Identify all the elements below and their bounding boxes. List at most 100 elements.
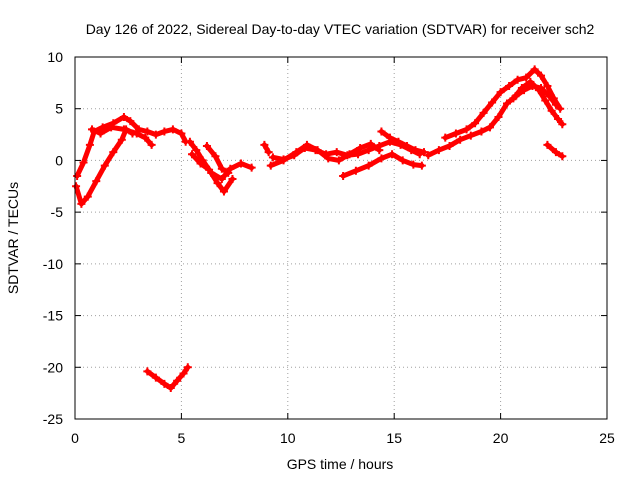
series-trace-segment xyxy=(204,143,231,176)
x-tick-label: 10 xyxy=(280,430,296,446)
data-point xyxy=(377,154,386,163)
x-axis-label: GPS time / hours xyxy=(287,456,394,472)
data-point xyxy=(292,148,301,157)
data-point xyxy=(543,140,552,149)
data-point xyxy=(268,153,277,162)
data-point xyxy=(79,158,88,167)
data-point xyxy=(126,117,135,126)
data-point xyxy=(505,81,514,90)
data-point xyxy=(334,156,343,165)
data-point xyxy=(72,182,81,191)
y-tick-label: -25 xyxy=(43,411,63,427)
data-point xyxy=(345,150,354,159)
data-point xyxy=(324,154,333,163)
data-point xyxy=(179,369,188,378)
data-point xyxy=(192,146,201,155)
data-point xyxy=(132,129,141,138)
data-point xyxy=(205,165,214,174)
data-point xyxy=(168,125,177,134)
data-point xyxy=(526,77,535,86)
data-point xyxy=(160,379,169,388)
data-point xyxy=(485,123,494,132)
data-point xyxy=(554,115,563,124)
data-point xyxy=(494,112,503,121)
data-point xyxy=(313,146,322,155)
data-point xyxy=(549,94,558,103)
data-point xyxy=(73,171,82,180)
data-point xyxy=(151,373,160,382)
data-point xyxy=(419,148,428,157)
data-point xyxy=(211,152,220,161)
data-point xyxy=(445,141,454,150)
data-point xyxy=(558,152,567,161)
y-tick-label: -15 xyxy=(43,308,63,324)
data-point xyxy=(351,166,360,175)
x-tick-label: 5 xyxy=(178,430,186,446)
data-point xyxy=(477,127,486,136)
x-tick-label: 0 xyxy=(71,430,79,446)
data-point xyxy=(479,108,488,117)
data-point xyxy=(558,120,567,129)
data-point xyxy=(462,125,471,134)
data-point xyxy=(402,141,411,150)
axis-ticks: 0 5 10 15 20 25 10 5 0 -5 -10 -15 -20 -25 xyxy=(43,49,615,446)
data-point xyxy=(441,133,450,142)
data-point xyxy=(109,148,118,157)
grid-lines xyxy=(75,57,607,419)
data-point xyxy=(409,160,418,169)
data-point xyxy=(217,175,226,184)
data-point xyxy=(502,99,511,108)
data-point xyxy=(177,129,186,138)
data-point xyxy=(375,146,384,155)
y-tick-label: -20 xyxy=(43,359,63,375)
data-point xyxy=(141,133,150,142)
data-point xyxy=(537,71,546,80)
data-point xyxy=(266,161,275,170)
data-point xyxy=(119,112,128,121)
series-trace-segment xyxy=(510,79,565,127)
data-point xyxy=(488,98,497,107)
data-point xyxy=(213,179,222,188)
data-point xyxy=(188,150,197,159)
data-point xyxy=(543,81,552,90)
data-point xyxy=(166,383,175,392)
plot-frame xyxy=(74,56,608,420)
data-point xyxy=(377,127,386,136)
data-point xyxy=(143,367,152,376)
data-point xyxy=(173,376,182,385)
series-trace-segment xyxy=(425,83,559,158)
data-point xyxy=(366,139,375,148)
data-point xyxy=(147,140,156,149)
data-point xyxy=(77,199,86,208)
data-point xyxy=(96,129,105,138)
chart-title: Day 126 of 2022, Sidereal Day-to-day VTE… xyxy=(86,21,595,37)
data-point xyxy=(160,127,169,136)
data-point xyxy=(513,75,522,84)
data-point xyxy=(264,148,273,157)
x-tick-label: 20 xyxy=(493,430,509,446)
data-point xyxy=(226,164,235,173)
data-point xyxy=(85,140,94,149)
data-point xyxy=(522,73,531,82)
data-point xyxy=(83,192,92,201)
data-series xyxy=(72,65,567,392)
data-point xyxy=(356,144,365,153)
data-point xyxy=(424,151,433,160)
data-point xyxy=(302,140,311,149)
data-point xyxy=(117,135,126,144)
data-point xyxy=(411,146,420,155)
data-point xyxy=(92,177,101,186)
data-point xyxy=(332,148,341,157)
data-point xyxy=(196,159,205,168)
y-tick-label: -5 xyxy=(51,204,64,220)
data-point xyxy=(547,106,556,115)
data-point xyxy=(219,187,228,196)
data-point xyxy=(364,161,373,170)
data-point xyxy=(517,84,526,93)
x-tick-label: 15 xyxy=(386,430,402,446)
data-point xyxy=(364,146,373,155)
data-point xyxy=(551,148,560,157)
data-point xyxy=(394,137,403,146)
data-point xyxy=(236,159,245,168)
data-point xyxy=(398,156,407,165)
